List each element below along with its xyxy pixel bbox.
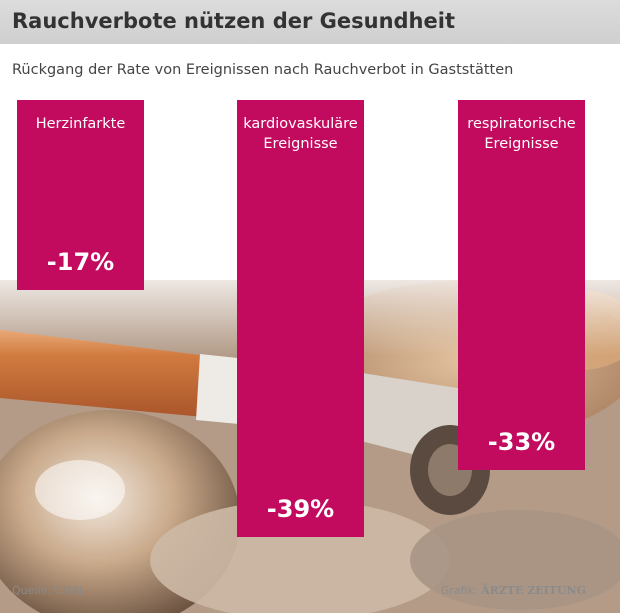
source-note: Quelle: CMAJ — [12, 584, 83, 597]
bar-1-category-label: Herzinfarkte — [17, 114, 144, 134]
bar-1-value-label: -17% — [46, 248, 115, 277]
bar-3-value-label: -33% — [487, 427, 556, 456]
graphic-credit: Grafik: ÄRZTE ZEITUNG — [441, 584, 586, 597]
chart-subtitle: Rückgang der Rate von Ereignissen nach R… — [12, 62, 514, 78]
bar-2: kardiovaskuläre Ereignisse -39% — [237, 100, 364, 537]
bar-1: Herzinfarkte -17% — [17, 100, 144, 291]
bar-3-label-line-2: Ereignisse — [484, 136, 559, 152]
title-bar: Rauchverbote nützen der Gesundheit — [0, 0, 620, 44]
chart-title: Rauchverbote nützen der Gesundheit — [12, 9, 455, 33]
aerzte-zeitung-logo: ÄRZTE ZEITUNG — [481, 584, 586, 597]
bar-2-category-label: kardiovaskuläre Ereignisse — [237, 114, 364, 154]
bar-2-label-line-1: kardiovaskuläre — [243, 116, 358, 132]
bar-3-category-label: respiratorische Ereignisse — [458, 114, 585, 154]
bar-3: respiratorische Ereignisse -33% — [458, 100, 585, 470]
bar-2-value-label: -39% — [266, 494, 335, 523]
bar-1-label-line-1: Herzinfarkte — [35, 116, 126, 132]
credit-prefix: Grafik: — [440, 584, 478, 597]
bar-3-label-line-1: respiratorische — [467, 116, 576, 132]
bar-2-label-line-2: Ereignisse — [263, 136, 338, 152]
